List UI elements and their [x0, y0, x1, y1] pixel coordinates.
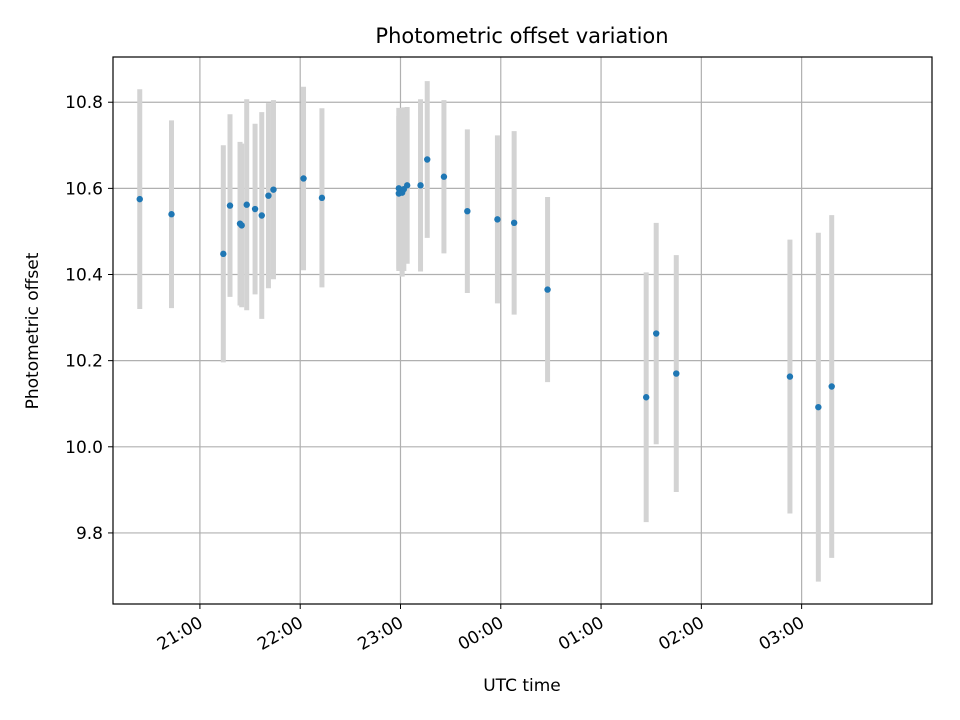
data-point [270, 186, 277, 193]
data-point [786, 373, 794, 380]
data-points [136, 156, 835, 411]
data-point [424, 156, 431, 163]
data-point [828, 383, 835, 390]
data-point [417, 182, 424, 189]
data-point [226, 202, 234, 209]
data-point [238, 222, 245, 229]
data-point [136, 195, 143, 203]
data-point [544, 286, 551, 293]
y-tick-label: 10.4 [65, 266, 103, 286]
y-tick-label: 10.2 [65, 352, 103, 372]
data-point [673, 370, 680, 377]
y-tick-label: 10.0 [65, 438, 103, 458]
y-axis-label: Photometric offset [23, 252, 43, 409]
data-point [403, 182, 411, 189]
data-point [510, 219, 518, 227]
y-tick-label: 9.8 [76, 524, 103, 544]
data-point [815, 403, 822, 411]
data-point [220, 250, 227, 258]
data-point [300, 175, 307, 182]
data-point [258, 212, 265, 219]
data-point [395, 185, 403, 192]
data-point [642, 394, 650, 401]
plot-frame [112, 56, 933, 605]
y-tick-label: 10.8 [65, 93, 103, 113]
data-point [318, 194, 326, 202]
y-grid [113, 101, 932, 534]
data-point [440, 173, 448, 180]
chart-title: Photometric offset variation [375, 24, 668, 48]
data-point [168, 211, 175, 218]
y-tick-label: 10.6 [65, 179, 103, 199]
data-point [653, 330, 660, 337]
data-point [265, 192, 272, 199]
data-point [251, 205, 259, 213]
data-point [494, 216, 501, 223]
data-point [464, 207, 471, 215]
y-ticks: 9.8 10.0 10.2 10.4 10.6 10.8 [65, 93, 113, 544]
x-axis-label: UTC time [483, 676, 561, 696]
data-point [243, 201, 250, 208]
